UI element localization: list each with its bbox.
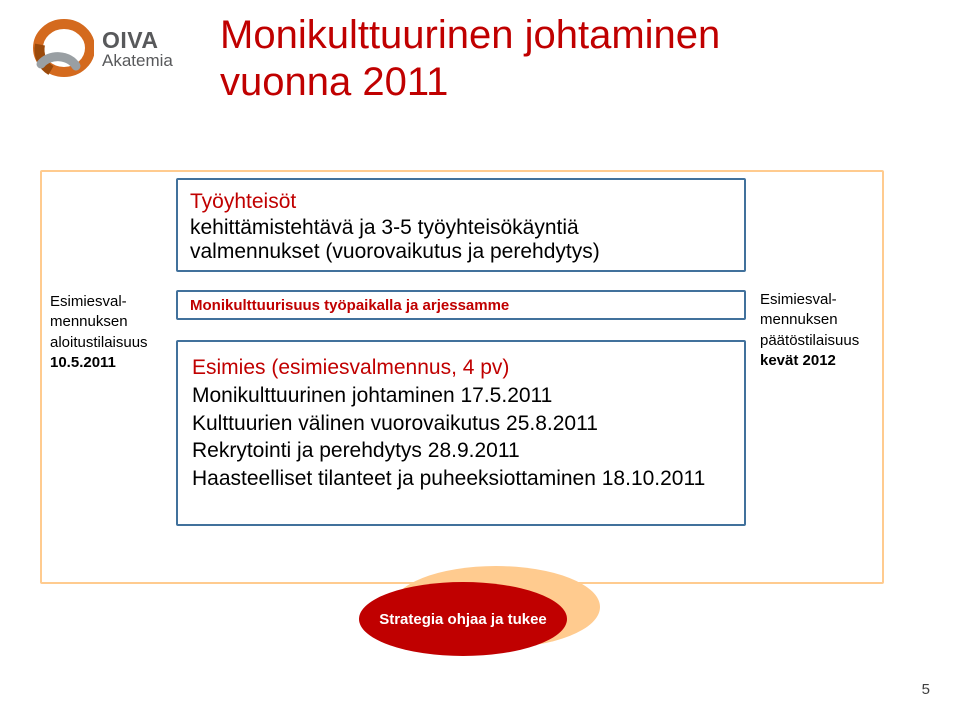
logo: OIVA Akatemia: [28, 18, 173, 80]
right-side-label: Esimiesval- mennuksen päätöstilaisuus ke…: [760, 290, 910, 371]
lower-box-line-0: Monikulttuurinen johtaminen 17.5.2011: [192, 382, 730, 410]
left-label-l1: Esimiesval-: [50, 292, 160, 312]
oval-text: Strategia ohjaa ja tukee: [379, 611, 547, 628]
upper-box-sub1: kehittämistehtävä ja 3-5 työyhteisökäynt…: [190, 216, 732, 240]
logo-main-text: OIVA: [102, 29, 173, 52]
upper-box-sub2: valmennukset (vuorovaikutus ja perehdyty…: [190, 240, 732, 264]
right-label-l3: päätöstilaisuus: [760, 331, 910, 351]
middle-box: Monikulttuurisuus työpaikalla ja arjessa…: [176, 290, 746, 320]
page-title: Monikulttuurinen johtaminen vuonna 2011: [220, 12, 720, 106]
left-side-label: Esimiesval- mennuksen aloitustilaisuus 1…: [50, 292, 160, 373]
left-label-l4: 10.5.2011: [50, 353, 160, 373]
left-label-l3: aloitustilaisuus: [50, 333, 160, 353]
lower-box-line-3: Haasteelliset tilanteet ja puheeksiottam…: [192, 465, 730, 493]
oval-main: Strategia ohjaa ja tukee: [359, 582, 567, 656]
page-number: 5: [922, 681, 930, 698]
right-label-l2: mennuksen: [760, 310, 910, 330]
lower-box-line-1: Kulttuurien välinen vuorovaikutus 25.8.2…: [192, 410, 730, 438]
left-label-l2: mennuksen: [50, 312, 160, 332]
upper-box: Työyhteisöt kehittämistehtävä ja 3-5 työ…: [176, 178, 746, 272]
lower-box-line-2: Rekrytointi ja perehdytys 28.9.2011: [192, 437, 730, 465]
middle-box-text: Monikulttuurisuus työpaikalla ja arjessa…: [190, 297, 509, 314]
lower-box-header: Esimies (esimiesvalmennus, 4 pv): [192, 356, 730, 380]
slide: OIVA Akatemia Monikulttuurinen johtamine…: [0, 0, 960, 716]
upper-box-header: Työyhteisöt: [190, 190, 732, 214]
lower-box: Esimies (esimiesvalmennus, 4 pv) Monikul…: [176, 340, 746, 526]
oiva-logo-icon: [28, 18, 94, 80]
right-label-l1: Esimiesval-: [760, 290, 910, 310]
right-label-l4: kevät 2012: [760, 351, 910, 371]
logo-sub-text: Akatemia: [102, 52, 173, 69]
title-line-2: vuonna 2011: [220, 59, 720, 106]
title-line-1: Monikulttuurinen johtaminen: [220, 12, 720, 59]
logo-text: OIVA Akatemia: [102, 29, 173, 69]
